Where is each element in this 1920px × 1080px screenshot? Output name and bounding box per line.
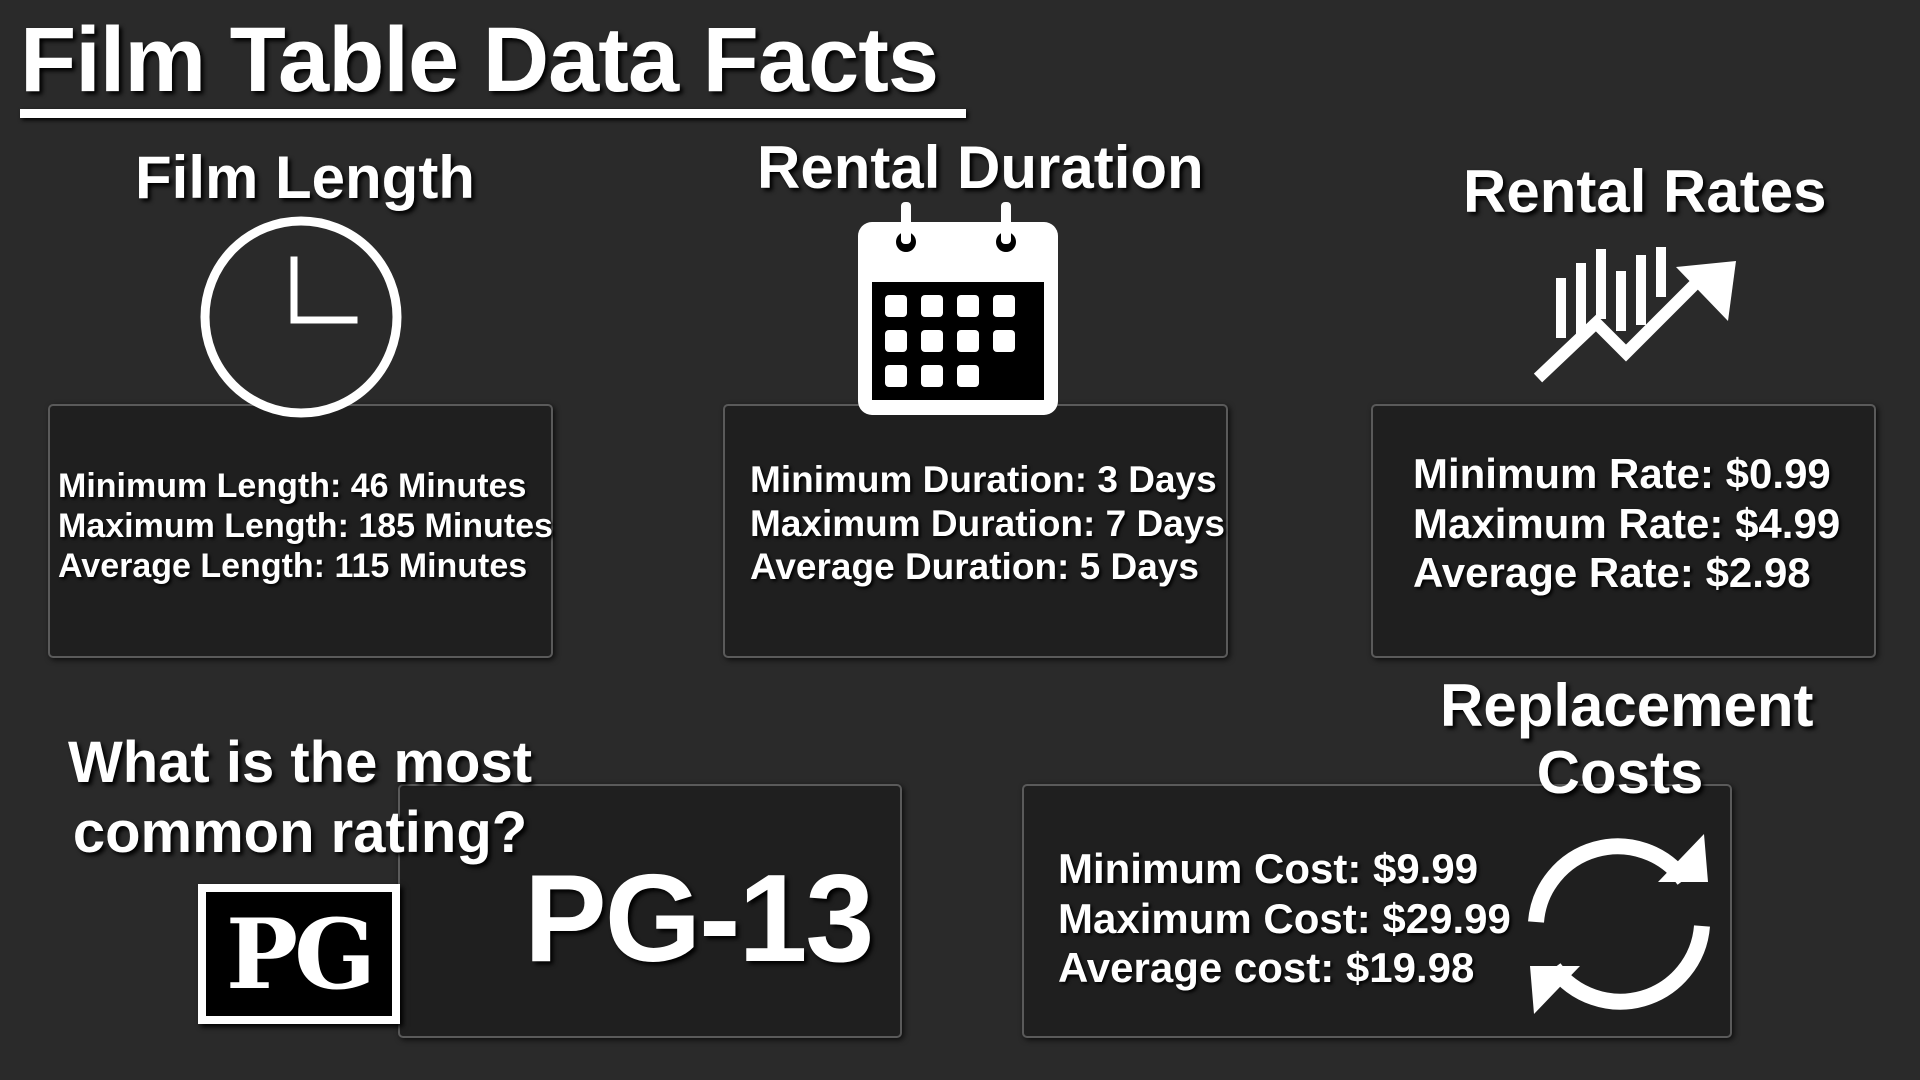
most-common-rating: PG-13 xyxy=(524,850,874,988)
rating-question-line1: What is the most xyxy=(68,730,533,795)
replacement-cost-min: Minimum Cost: $9.99 xyxy=(1058,845,1479,892)
rental-rate-max: Maximum Rate: $4.99 xyxy=(1413,499,1841,547)
rating-question-line2: common rating? xyxy=(72,799,528,865)
film-length-stats: Minimum Length: 46 Minutes Maximum Lengt… xyxy=(58,466,553,586)
film-length-avg: Average Length: 115 Minutes xyxy=(58,547,528,586)
rental-duration-avg: Average Duration: 5 Days xyxy=(750,546,1199,588)
rating-panel xyxy=(398,784,902,1038)
replacement-costs-heading: Replacement Costs xyxy=(1440,672,1814,807)
rental-rate-min: Minimum Rate: $0.99 xyxy=(1413,450,1831,497)
rating-question: What is the most common rating? xyxy=(68,728,532,867)
replacement-costs-heading-line1: Replacement xyxy=(1440,672,1814,739)
refresh-cycle-icon xyxy=(1528,834,1710,1014)
film-length-max: Maximum Length: 185 Minutes xyxy=(58,507,553,546)
pg-rating-badge-label: PG xyxy=(206,892,392,1016)
replacement-cost-avg: Average cost: $19.98 xyxy=(1058,944,1475,992)
rental-duration-heading: Rental Duration xyxy=(757,134,1204,201)
film-length-min: Minimum Length: 46 Minutes xyxy=(58,467,527,505)
trending-up-chart-icon xyxy=(1533,247,1736,383)
rental-rate-avg: Average Rate: $2.98 xyxy=(1413,549,1811,597)
rental-duration-panel xyxy=(723,404,1228,658)
replacement-cost-max: Maximum Cost: $29.99 xyxy=(1058,894,1511,942)
rental-rates-panel xyxy=(1371,404,1876,658)
clock-icon xyxy=(200,216,402,418)
pg-rating-badge: PG xyxy=(198,884,400,1024)
film-length-heading: Film Length xyxy=(135,144,475,211)
rental-duration-max: Maximum Duration: 7 Days xyxy=(750,502,1225,544)
rental-rates-stats: Minimum Rate: $0.99 Maximum Rate: $4.99 … xyxy=(1413,449,1840,598)
calendar-icon xyxy=(858,202,1058,415)
title-underline xyxy=(20,109,966,118)
page-title: Film Table Data Facts xyxy=(20,9,939,111)
replacement-costs-stats: Minimum Cost: $9.99 Maximum Cost: $29.99… xyxy=(1058,844,1511,993)
film-length-panel xyxy=(48,404,553,658)
replacement-costs-heading-line2: Costs xyxy=(1536,739,1704,807)
rental-duration-min: Minimum Duration: 3 Days xyxy=(750,459,1217,500)
rental-duration-stats: Minimum Duration: 3 Days Maximum Duratio… xyxy=(750,458,1225,589)
rental-rates-heading: Rental Rates xyxy=(1463,158,1827,225)
